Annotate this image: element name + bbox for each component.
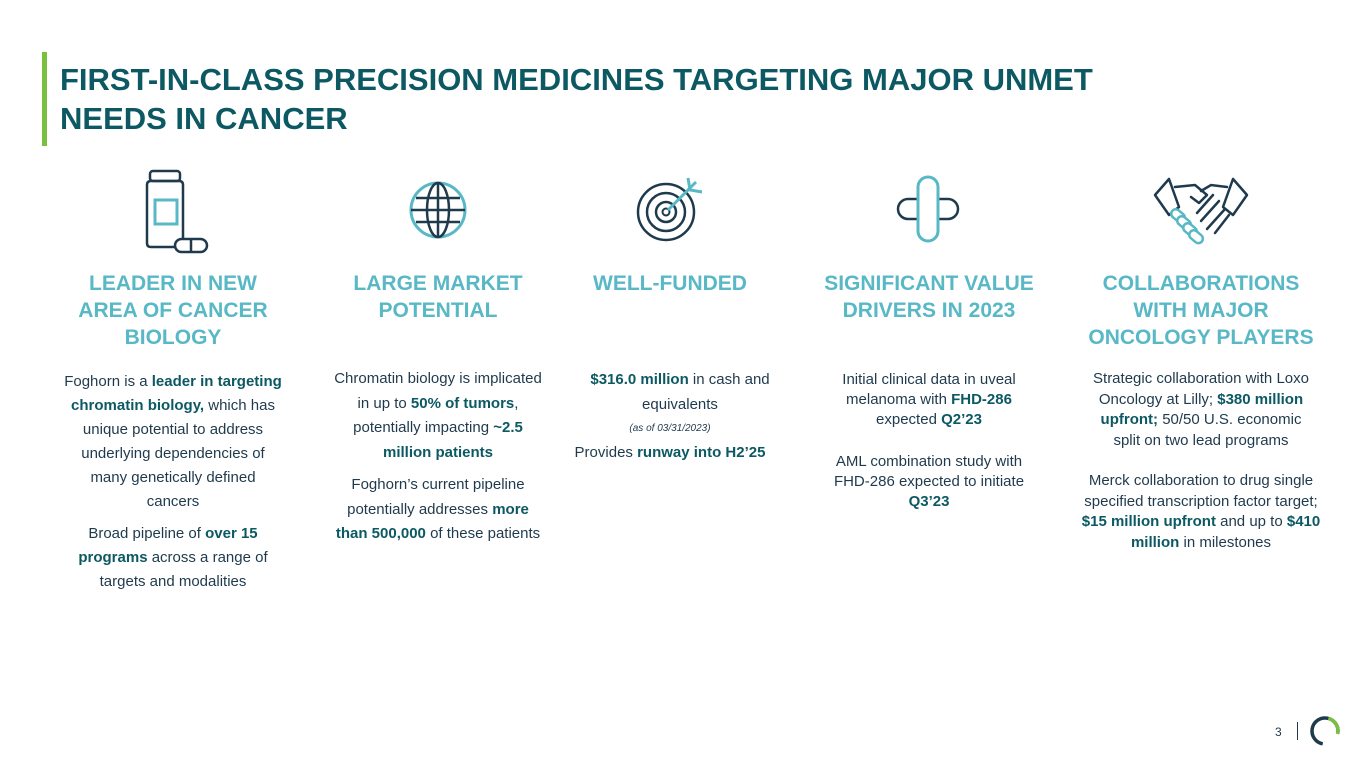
body-text: Foghorn is a — [64, 373, 152, 390]
body-highlight: Q3’23 — [908, 493, 950, 510]
body-text: Strategic collaboration with Loxo Oncolo… — [1093, 370, 1309, 408]
body-paragraph: AML combination study with FHD-286 expec… — [815, 452, 1043, 512]
column-collaborations: COLLABORATIONS WITH MAJOR ONCOLOGY PLAYE… — [1075, 160, 1327, 553]
body-paragraph: Initial clinical data in uveal melanoma … — [815, 370, 1043, 430]
slide-title: FIRST-IN-CLASS PRECISION MEDICINES TARGE… — [60, 62, 1093, 136]
body-text: expected — [876, 411, 942, 428]
body-highlight: Q2’23 — [941, 411, 982, 428]
column-heading: SIGNIFICANT VALUE DRIVERS IN 2023 — [824, 272, 1034, 322]
column-funding: WELL-FUNDED $316.0 million in cash and e… — [570, 160, 770, 465]
funding-date-note: (as of 03/31/2023) — [629, 423, 711, 434]
body-highlight: runway into H2’25 — [637, 444, 766, 461]
body-paragraph: Merck collaboration to drug single speci… — [1075, 471, 1327, 553]
body-paragraph: Chromatin biology is implicated in up to… — [334, 367, 542, 465]
body-paragraph: Provides runway into H2’25 — [570, 440, 770, 465]
column-value-drivers: SIGNIFICANT VALUE DRIVERS IN 2023 Initia… — [815, 160, 1043, 512]
column-body: Strategic collaboration with Loxo Oncolo… — [1075, 369, 1327, 553]
body-text: Foghorn’s current pipeline potentially a… — [347, 476, 525, 518]
column-heading: LEADER IN NEW AREA OF CANCER BIOLOGY — [78, 272, 268, 349]
body-text: in milestones — [1179, 533, 1272, 551]
body-highlight: more than 500,000 — [335, 500, 529, 543]
body-highlight: ~2.5 million patients — [382, 419, 523, 461]
target-icon — [570, 160, 770, 260]
body-highlight: FHD-286 — [951, 391, 1012, 408]
body-text: Chromatin biology is implicated in up to — [334, 370, 542, 412]
medicine-bottle-icon — [63, 160, 283, 260]
body-paragraph: Strategic collaboration with Loxo Oncolo… — [1075, 369, 1327, 451]
body-paragraph: Broad pipeline of over 15 programs acros… — [63, 522, 283, 594]
body-text: Broad pipeline of — [88, 525, 206, 542]
body-highlight: $410 million — [1130, 513, 1321, 551]
body-highlight: $15 million upfront — [1081, 513, 1216, 530]
column-market: LARGE MARKET POTENTIAL Chromatin biology… — [334, 160, 542, 547]
body-highlight: over 15 programs — [78, 525, 258, 566]
column-body: $316.0 million in cash and equivalents (… — [570, 367, 770, 465]
body-paragraph: $316.0 million in cash and equivalents — [574, 367, 786, 417]
page-number: 3 — [1275, 725, 1282, 739]
body-text: Provides — [574, 444, 638, 461]
body-paragraph: Foghorn’s current pipeline potentially a… — [334, 473, 542, 547]
body-text: which has unique potential to address un… — [81, 397, 275, 510]
body-text: Merck collaboration to drug single speci… — [1084, 472, 1318, 510]
body-text: AML combination study with FHD-286 expec… — [833, 453, 1025, 490]
body-text: Initial clinical data in uveal melanoma … — [842, 371, 1016, 408]
column-heading: LARGE MARKET POTENTIAL — [353, 272, 523, 322]
column-body: Initial clinical data in uveal melanoma … — [815, 370, 1043, 512]
column-heading: WELL-FUNDED — [593, 272, 747, 295]
footer-divider — [1297, 722, 1298, 740]
column-heading: COLLABORATIONS WITH MAJOR ONCOLOGY PLAYE… — [1088, 272, 1314, 349]
body-text: , potentially impacting — [353, 394, 519, 437]
title-accent-bar — [42, 52, 47, 146]
body-text: of these patients — [425, 525, 541, 542]
logo-ring-icon — [1308, 714, 1342, 753]
body-highlight: leader in targeting chromatin biology, — [71, 373, 282, 414]
body-text: and up to — [1215, 513, 1287, 530]
column-body: Chromatin biology is implicated in up to… — [334, 367, 542, 547]
body-text: 50/50 U.S. economic split on two lead pr… — [1113, 411, 1302, 449]
body-paragraph: Foghorn is a leader in targeting chromat… — [63, 370, 283, 514]
body-highlight: 50% of tumors — [410, 394, 515, 412]
bandage-cross-icon — [815, 160, 1043, 260]
handshake-icon — [1075, 160, 1327, 260]
body-text: in cash and equivalents — [642, 371, 770, 413]
body-highlight: $316.0 million — [590, 371, 689, 388]
body-text: across a range of targets and modalities — [99, 549, 268, 590]
body-highlight: $380 million upfront; — [1100, 390, 1304, 429]
column-leader: LEADER IN NEW AREA OF CANCER BIOLOGY Fog… — [63, 160, 283, 594]
column-body: Foghorn is a leader in targeting chromat… — [63, 370, 283, 594]
globe-icon — [334, 160, 542, 260]
